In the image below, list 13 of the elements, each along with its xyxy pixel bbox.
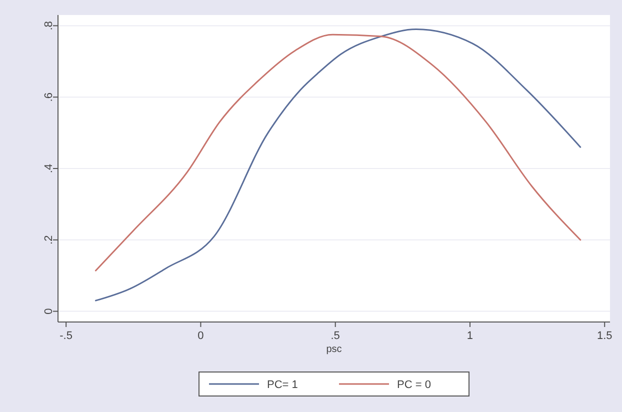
x-tick-label: -.5 [60, 330, 72, 342]
legend-label: PC = 0 [397, 379, 431, 391]
x-tick-label: 1.5 [596, 330, 612, 342]
x-tick-label: .5 [330, 330, 340, 342]
x-axis-title: psc [326, 344, 342, 355]
y-tick-label: .2 [43, 235, 55, 244]
y-tick-label: .4 [43, 164, 55, 174]
y-tick-label: .8 [43, 21, 55, 30]
x-tick-label: 0 [198, 330, 204, 342]
y-tick-label: 0 [43, 308, 55, 314]
legend-label: PC= 1 [267, 379, 298, 391]
x-tick-label: 1 [466, 330, 474, 342]
y-tick-label: .6 [43, 92, 55, 102]
